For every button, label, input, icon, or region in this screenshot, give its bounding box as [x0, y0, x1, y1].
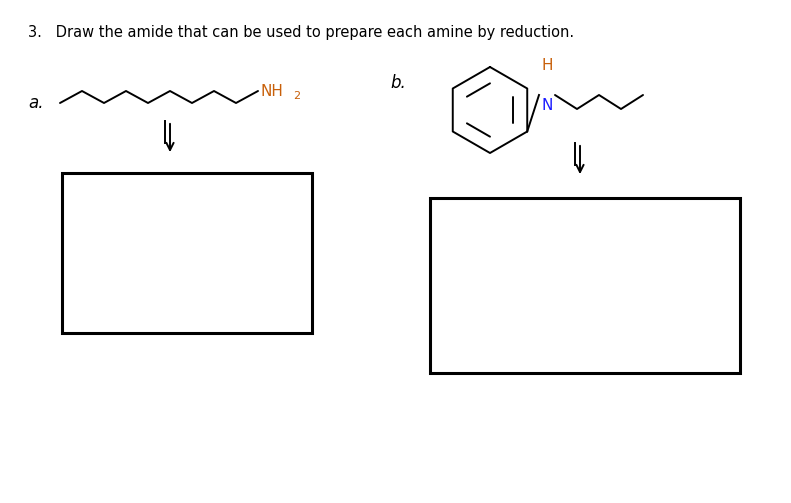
- Text: N: N: [541, 98, 553, 113]
- Text: 2: 2: [293, 91, 300, 101]
- Text: a.: a.: [28, 94, 44, 112]
- Text: b.: b.: [390, 74, 406, 92]
- Bar: [430, 198, 740, 373]
- Text: 3.   Draw the amide that can be used to prepare each amine by reduction.: 3. Draw the amide that can be used to pr…: [28, 25, 574, 40]
- Bar: [62, 173, 312, 333]
- Text: H: H: [541, 58, 553, 73]
- Text: NH: NH: [261, 83, 284, 99]
